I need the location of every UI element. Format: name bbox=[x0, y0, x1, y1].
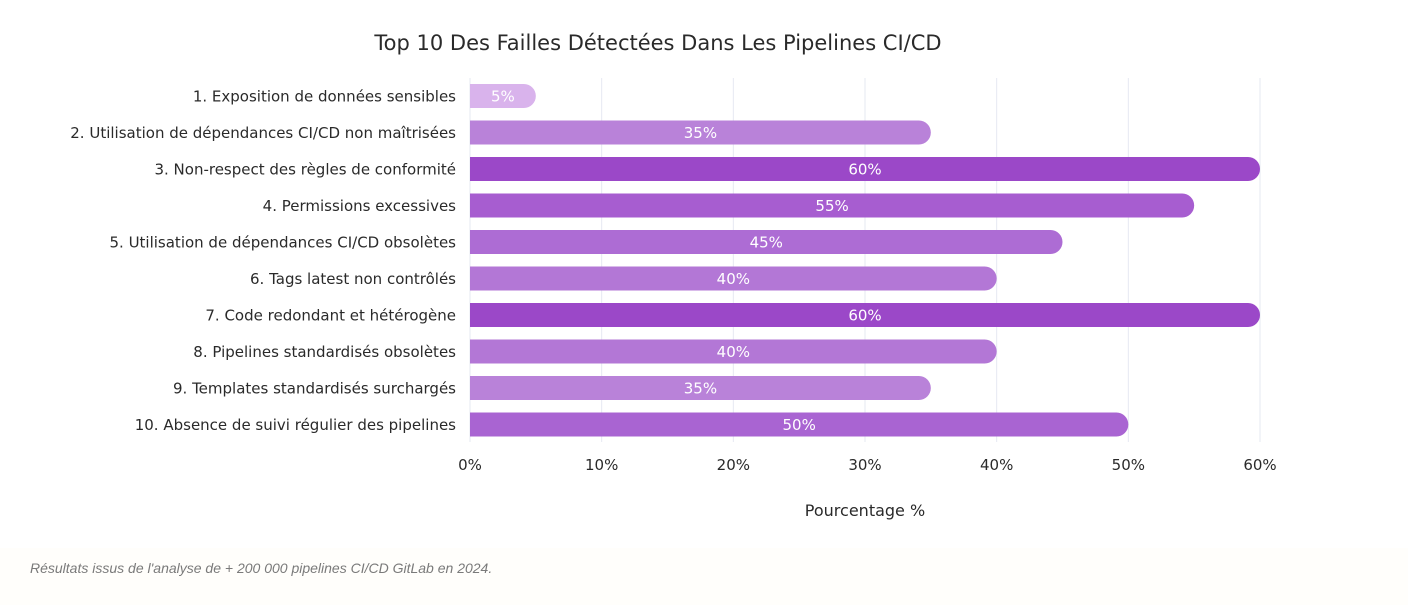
bar-value-label-4: 55% bbox=[815, 197, 848, 215]
bar-9 bbox=[470, 376, 931, 400]
bar-value-label-5: 45% bbox=[750, 234, 783, 252]
category-label-9: 9. Templates standardisés surchargés bbox=[173, 380, 456, 398]
category-label-10: 10. Absence de suivi régulier des pipeli… bbox=[135, 416, 456, 434]
bar-value-label-8: 40% bbox=[717, 343, 750, 361]
category-labels: 1. Exposition de données sensibles 2. Uti… bbox=[70, 88, 456, 435]
bar-1 bbox=[470, 84, 536, 108]
bar-7 bbox=[470, 303, 1260, 327]
x-tick-label-3: 30% bbox=[848, 456, 881, 474]
bar-value-label-2: 35% bbox=[684, 124, 717, 142]
bar-value-label-10: 50% bbox=[782, 416, 815, 434]
x-tick-label-1: 10% bbox=[585, 456, 618, 474]
x-tick-label-2: 20% bbox=[717, 456, 750, 474]
footer-band bbox=[0, 548, 1408, 605]
bar-value-label-7: 60% bbox=[848, 307, 881, 325]
x-axis-ticks: 0% 10% 20% 30% 40% 50% 60% bbox=[458, 456, 1277, 474]
bar-value-label-3: 60% bbox=[848, 161, 881, 179]
x-axis-title: Pourcentage % bbox=[805, 501, 925, 520]
category-label-7: 7. Code redondant et hétérogène bbox=[205, 307, 456, 325]
bars: 5%35%60%55%45%40%60%40%35%50% bbox=[470, 84, 1260, 437]
x-tick-label-5: 50% bbox=[1112, 456, 1145, 474]
bar-value-label-9: 35% bbox=[684, 380, 717, 398]
category-label-2: 2. Utilisation de dépendances CI/CD non … bbox=[70, 124, 456, 142]
category-label-5: 5. Utilisation de dépendances CI/CD obso… bbox=[109, 234, 456, 252]
category-label-1: 1. Exposition de données sensibles bbox=[193, 88, 456, 106]
bar-5 bbox=[470, 230, 1063, 254]
x-tick-label-0: 0% bbox=[458, 456, 482, 474]
bar-10 bbox=[470, 412, 1129, 437]
category-label-3: 3. Non-respect des règles de conformité bbox=[154, 161, 456, 179]
x-tick-label-4: 40% bbox=[980, 456, 1013, 474]
bar-2 bbox=[470, 120, 931, 145]
bar-value-label-6: 40% bbox=[717, 270, 750, 288]
bar-value-label-1: 5% bbox=[491, 88, 515, 106]
category-label-4: 4. Permissions excessives bbox=[263, 197, 457, 215]
footnote: Résultats issus de l'analyse de + 200 00… bbox=[30, 560, 493, 576]
bar-8 bbox=[470, 339, 997, 364]
bar-4 bbox=[470, 193, 1195, 218]
bar-3 bbox=[470, 157, 1260, 181]
bar-6 bbox=[470, 266, 997, 291]
category-label-6: 6. Tags latest non contrôlés bbox=[250, 270, 456, 288]
chart-title: Top 10 Des Failles Détectées Dans Les Pi… bbox=[373, 31, 941, 55]
x-tick-label-6: 60% bbox=[1243, 456, 1276, 474]
bar-chart: Top 10 Des Failles Détectées Dans Les Pi… bbox=[70, 31, 1277, 520]
category-label-8: 8. Pipelines standardisés obsolètes bbox=[193, 343, 456, 361]
